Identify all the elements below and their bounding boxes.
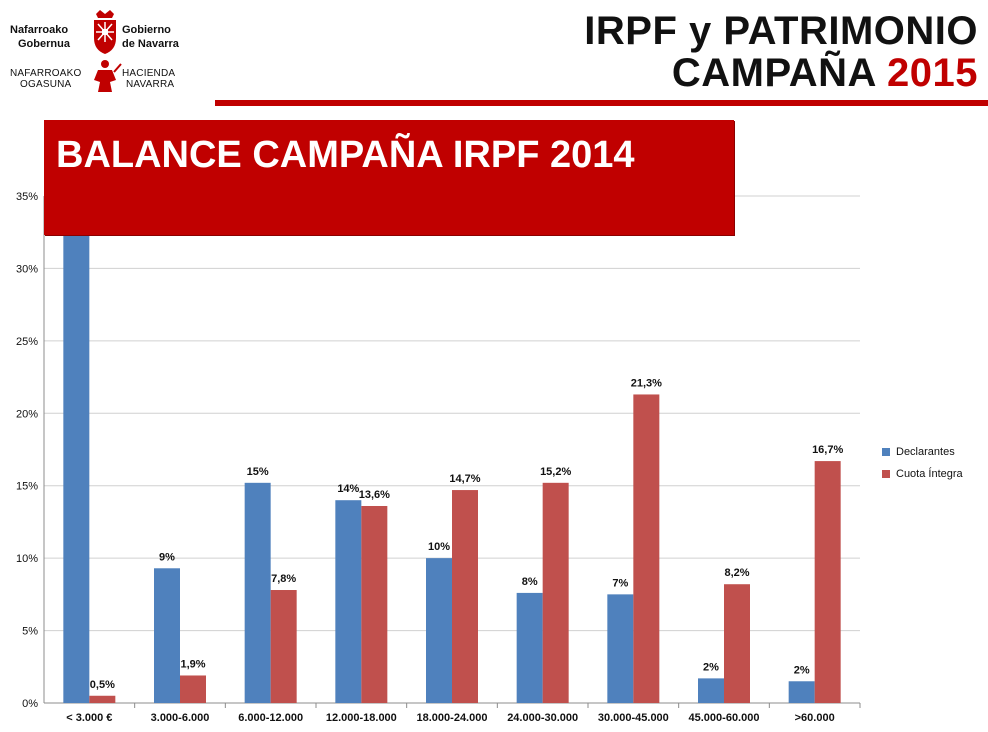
logo-text-nafarroako: Nafarroako: [10, 24, 69, 36]
data-label-cuota-integra: 7,8%: [271, 573, 296, 585]
section-banner: BALANCE CAMPAÑA IRPF 2014: [44, 120, 734, 235]
y-tick-label: 25%: [16, 336, 38, 348]
banner-title: BALANCE CAMPAÑA IRPF 2014: [56, 134, 635, 176]
bar-cuota-integra: [361, 505, 388, 703]
data-label-cuota-integra: 8,2%: [724, 567, 749, 579]
bar-declarantes: [154, 568, 180, 703]
x-tick-label: 45.000-60.000: [689, 712, 760, 724]
x-tick-label: 18.000-24.000: [417, 712, 488, 724]
header-divider: [215, 100, 988, 106]
data-label-declarantes: 14%: [337, 483, 359, 495]
data-label-cuota-integra: 13,6%: [359, 489, 390, 501]
logo-text-nafarroako-ogasuna-1: NAFARROAKO: [10, 68, 82, 79]
y-tick-label: 30%: [16, 263, 38, 275]
data-label-declarantes: 9%: [159, 551, 175, 563]
data-label-declarantes: 15%: [247, 466, 269, 478]
data-label-declarantes: 2%: [794, 664, 810, 676]
bar-declarantes: [335, 500, 362, 703]
legend-swatch-cuota-integra: [882, 470, 890, 478]
y-tick-label: 10%: [16, 553, 38, 565]
page-title-line2: CAMPAÑA 2015: [584, 52, 978, 94]
x-tick-label: 12.000-18.000: [326, 712, 397, 724]
data-label-declarantes: 7%: [612, 577, 628, 589]
bar-declarantes: [244, 482, 271, 703]
data-label-declarantes: 2%: [703, 661, 719, 673]
bar-cuota-integra: [89, 695, 116, 703]
x-tick-label: 6.000-12.000: [238, 712, 303, 724]
legend-swatch-declarantes: [882, 448, 890, 456]
data-label-cuota-integra: 14,7%: [449, 473, 480, 485]
legend-item-cuota-integra: Cuota Íntegra: [882, 463, 963, 485]
logo-text-navarra: NAVARRA: [126, 79, 175, 90]
y-tick-label: 20%: [16, 408, 38, 420]
logo-text-ogasuna: OGASUNA: [20, 79, 72, 90]
bar-declarantes: [788, 681, 815, 703]
x-tick-label: 3.000-6.000: [151, 712, 210, 724]
logo-text-de-navarra: de Navarra: [122, 38, 179, 50]
bar-declarantes: [426, 558, 452, 703]
y-tick-label: 0%: [22, 698, 38, 710]
data-label-cuota-integra: 1,9%: [180, 658, 205, 670]
bar-cuota-integra: [270, 590, 297, 703]
data-label-cuota-integra: 21,3%: [631, 377, 662, 389]
bar-cuota-integra: [724, 584, 750, 703]
x-tick-label: >60.000: [795, 712, 835, 724]
data-label-cuota-integra: 0,5%: [90, 679, 115, 691]
bar-cuota-integra: [542, 482, 569, 703]
bar-declarantes: [607, 594, 634, 703]
data-label-cuota-integra: 15,2%: [540, 466, 571, 478]
x-tick-label: < 3.000 €: [66, 712, 112, 724]
data-label-cuota-integra: 16,7%: [812, 444, 843, 456]
bar-cuota-integra: [180, 675, 206, 703]
logo-text-gobierno: Gobierno: [122, 24, 171, 36]
bar-cuota-integra: [452, 490, 478, 703]
logo-text-gobernua: Gobernua: [18, 38, 70, 50]
data-label-declarantes: 10%: [428, 541, 450, 553]
chart-legend: Declarantes Cuota Íntegra: [882, 441, 963, 485]
legend-item-declarantes: Declarantes: [882, 441, 963, 463]
page-title: IRPF y PATRIMONIO CAMPAÑA 2015: [584, 10, 978, 94]
y-tick-label: 35%: [16, 191, 38, 203]
page-title-line1: IRPF y PATRIMONIO: [584, 9, 978, 53]
x-tick-label: 30.000-45.000: [598, 712, 669, 724]
navarra-logo: Nafarroako Gobernua Gobierno de Navarra …: [8, 8, 208, 92]
y-tick-label: 15%: [16, 481, 38, 493]
page-title-campana: CAMPAÑA: [671, 51, 876, 95]
data-label-declarantes: 8%: [522, 576, 538, 588]
bar-declarantes: [63, 224, 90, 703]
legend-label-cuota-integra: Cuota Íntegra: [896, 468, 963, 480]
x-tick-label: 24.000-30.000: [507, 712, 578, 724]
shield-icon: [94, 10, 116, 54]
bar-cuota-integra: [814, 461, 841, 703]
bar-declarantes: [516, 592, 543, 703]
legend-label-declarantes: Declarantes: [896, 446, 955, 458]
bar-declarantes: [698, 678, 724, 703]
bar-cuota-integra: [633, 394, 660, 703]
figure-icon: [94, 60, 122, 92]
y-tick-label: 5%: [22, 626, 38, 638]
page-title-year: 2015: [887, 51, 978, 95]
logo-text-hacienda: HACIENDA: [122, 68, 176, 79]
